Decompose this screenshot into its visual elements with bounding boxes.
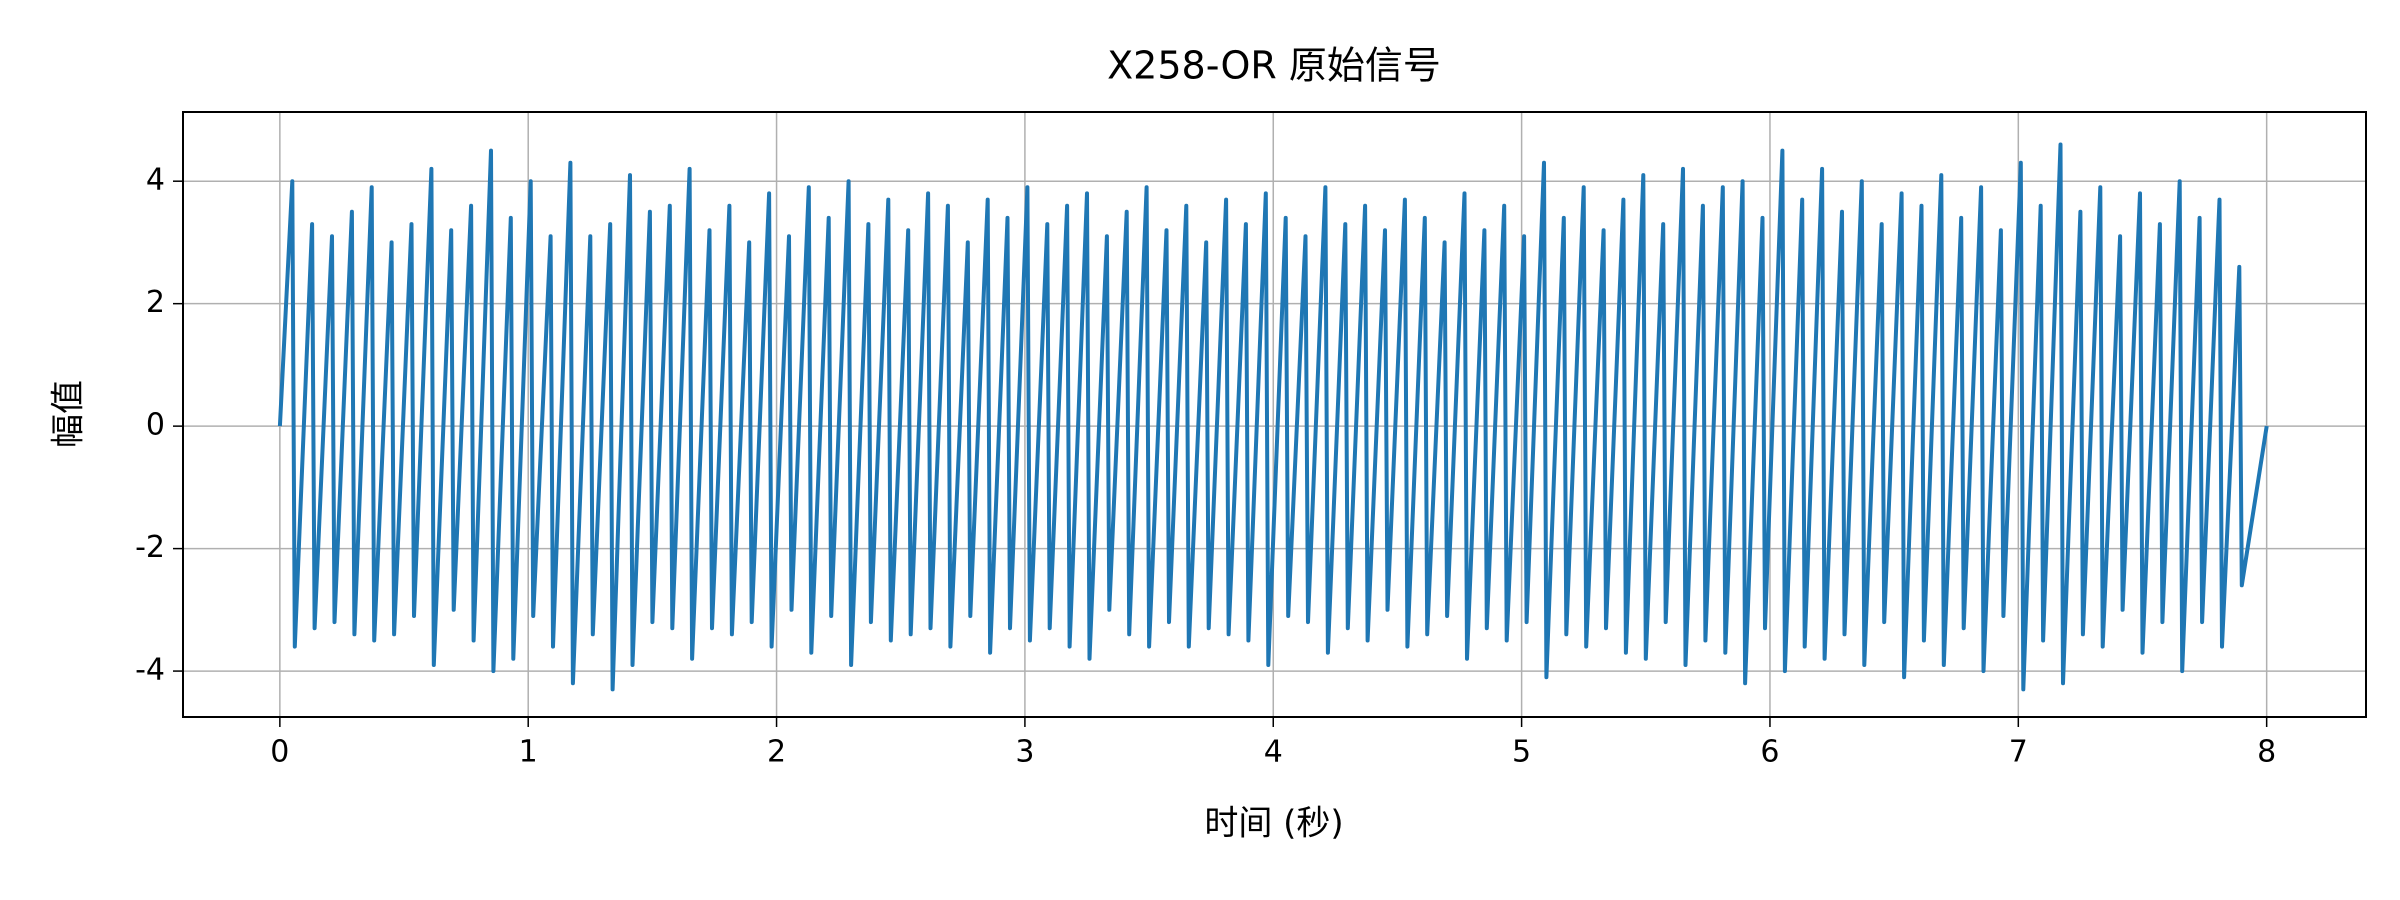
x-tick-label: 8 [2257,735,2276,770]
x-tick-label: 3 [1015,735,1034,770]
y-tick-label: 0 [146,408,165,443]
x-tick-label: 5 [1512,735,1531,770]
chart-title: X258-OR 原始信号 [1107,44,1441,88]
x-tick-label: 0 [270,735,289,770]
y-tick-label: 4 [146,163,165,198]
y-tick-label: 2 [146,285,165,320]
plot-frame [182,111,2367,718]
x-axis-label: 时间 (秒) [1204,804,1343,844]
y-tick-label: -4 [135,653,165,688]
signal-line [277,142,2269,692]
x-tick-label: 1 [519,735,538,770]
x-tick-label: 6 [1760,735,1779,770]
x-tick-label: 2 [767,735,786,770]
x-tick-label: 4 [1264,735,1283,770]
y-axis-label: 幅值 [49,380,89,448]
x-tick-label: 7 [2009,735,2028,770]
y-tick-label: -2 [135,530,165,565]
